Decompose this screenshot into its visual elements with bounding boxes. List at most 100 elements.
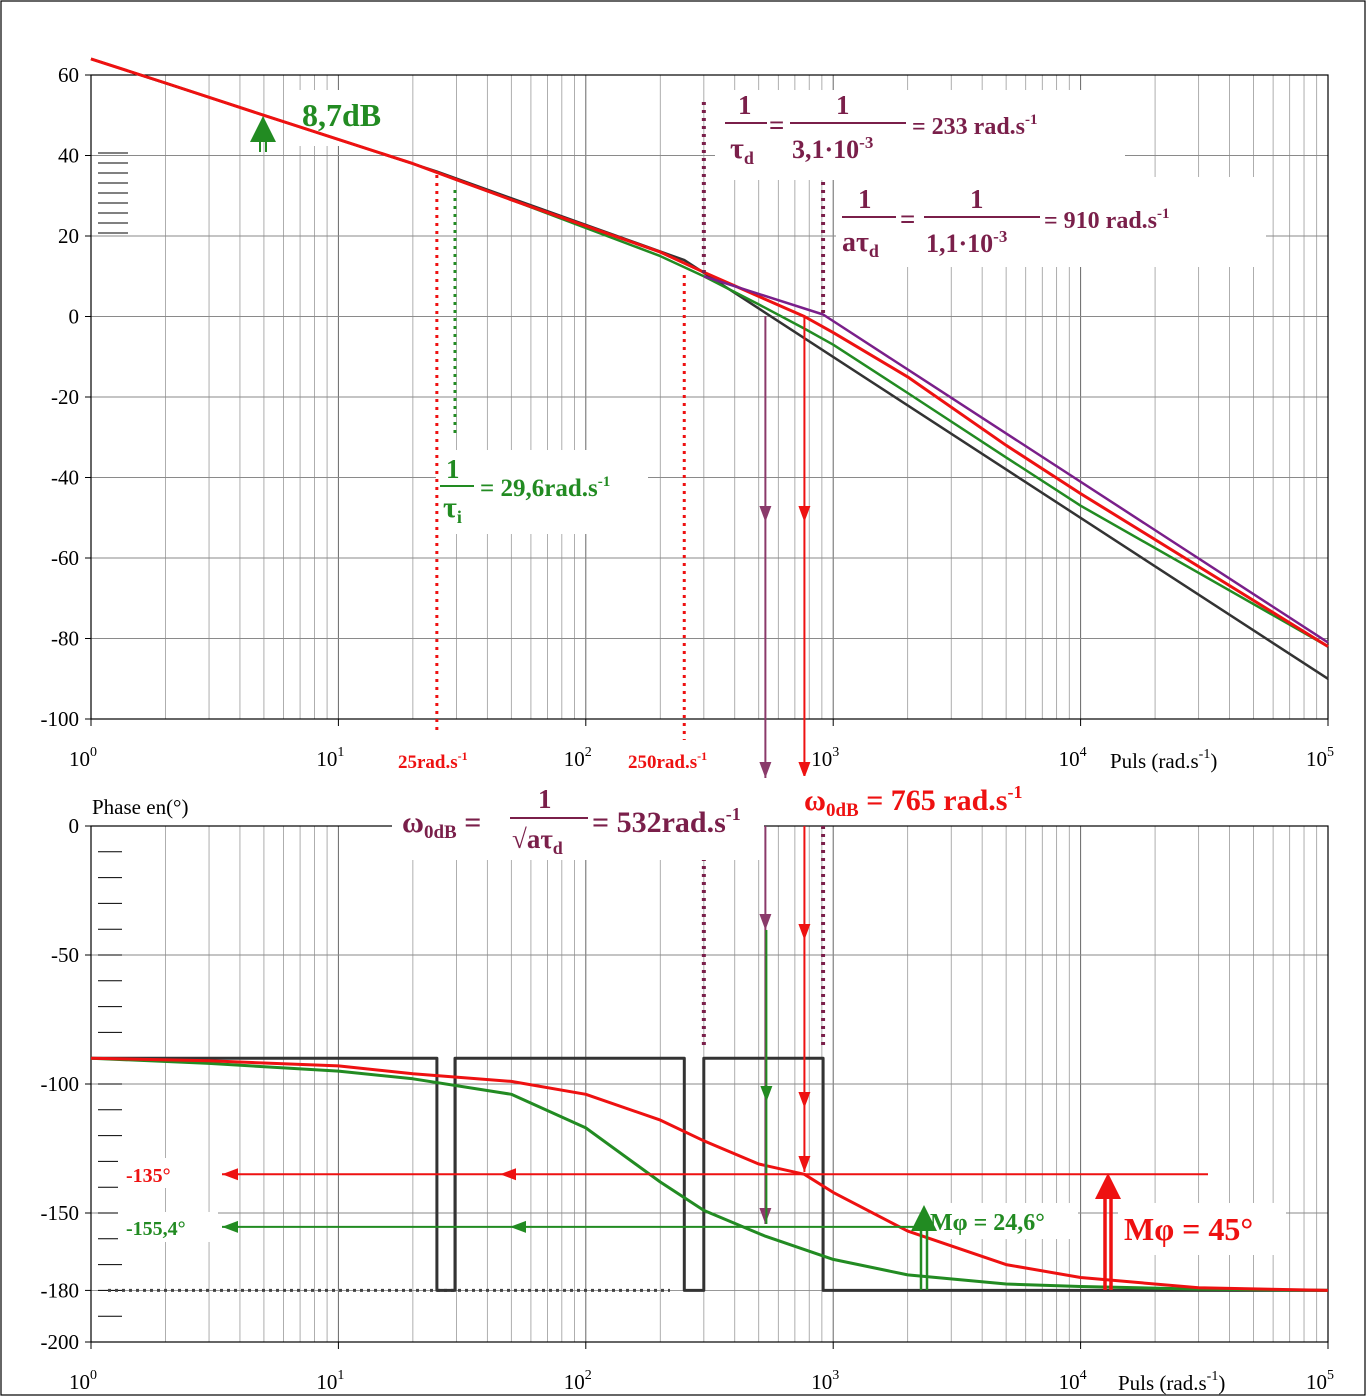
text-span: ω <box>804 784 826 817</box>
phase-y-tick-label: -150 <box>41 1201 80 1225</box>
label-bg <box>118 1212 218 1242</box>
tick-base: 10 <box>316 1370 337 1394</box>
arrow-765-top-head <box>798 506 811 522</box>
label-bg <box>1118 1203 1286 1255</box>
tick-exponent: 5 <box>1327 745 1334 760</box>
tick-exponent: 0 <box>90 1368 97 1383</box>
margin-arrow-green-head <box>911 1205 937 1231</box>
arrow-765-bottom-head <box>798 1156 811 1172</box>
text-span: -1 <box>726 804 741 824</box>
label-bg <box>798 776 1088 820</box>
text-span: Puls (rad.s <box>1118 1371 1207 1395</box>
phase-y-tick-label: -200 <box>41 1330 80 1354</box>
phase-series-2 <box>90 1056 1329 1292</box>
tick-exponent: 5 <box>1327 1368 1334 1383</box>
tick-base: 10 <box>69 1370 90 1394</box>
arrow-765-bottom-head <box>798 1092 811 1108</box>
text-span: ) <box>1210 749 1217 773</box>
text-span: -1 <box>1157 206 1170 222</box>
text-span: = 29,6rad.s <box>480 475 598 502</box>
text-span: -1 <box>1199 747 1211 762</box>
text-span: -1 <box>697 749 707 763</box>
tick-exponent: 4 <box>1080 1368 1087 1383</box>
arrow-minus-155-head <box>510 1220 526 1233</box>
w0db-532-den: √aτd <box>512 824 563 858</box>
corner-25-label: 25rad.s-1 <box>398 749 468 773</box>
text-span: = 765 rad.s <box>859 784 1008 817</box>
a-tau-d-frac-num: 1 <box>970 184 984 214</box>
text-span: √aτ <box>512 824 553 854</box>
gain-y-tick-label: -20 <box>51 385 79 409</box>
gain-y-tick-label: 60 <box>58 63 79 87</box>
a-tau-d-den: aτd <box>842 227 879 261</box>
tick-base: 10 <box>1306 747 1327 771</box>
arrow-765-top-head <box>798 762 811 778</box>
phase-title: Phase en(°) <box>92 795 188 819</box>
arrow-minus-155-head <box>222 1220 238 1233</box>
tick-base: 10 <box>564 747 585 771</box>
margin-red-label: Mφ = 45° <box>1124 1211 1253 1247</box>
label-bg <box>118 1158 206 1188</box>
tau-d-frac-den: 3,1·10-3 <box>792 133 873 164</box>
phase-y-tick-label: 0 <box>69 814 80 838</box>
a-tau-d-frac-den: 1,1·10-3 <box>926 227 1007 258</box>
phase-y-tick-label: -180 <box>41 1278 80 1302</box>
arrow-532-green-head <box>760 1086 773 1102</box>
arrow-532-top-head <box>759 506 772 522</box>
phase-x-tick-label: 102 <box>564 1368 592 1394</box>
phase-x-tick-label: 103 <box>811 1368 839 1394</box>
text-span: = 233 rad.s <box>912 114 1025 140</box>
corner-250-label: 250rad.s-1 <box>628 749 707 773</box>
tick-exponent: 0 <box>90 745 97 760</box>
tick-exponent: 1 <box>337 745 344 760</box>
text-span: 250rad.s <box>628 752 697 773</box>
tau-d-num: 1 <box>738 90 752 120</box>
gain-x-tick-label: 105 <box>1306 745 1334 771</box>
gain-y-tick-label: -40 <box>51 466 79 490</box>
tick-base: 10 <box>811 1370 832 1394</box>
w0db-532-value: = 532rad.s-1 <box>592 804 741 839</box>
label-bg <box>715 90 1125 180</box>
tick-base: 10 <box>564 1370 585 1394</box>
minus-135-label: -135° <box>126 1165 171 1187</box>
text-span: = <box>457 806 482 839</box>
text-span: -3 <box>993 227 1007 246</box>
a-tau-d-value: = 910 rad.s-1 <box>1044 206 1170 234</box>
tau-i-value: = 29,6rad.s-1 <box>480 474 610 502</box>
tick-base: 10 <box>811 747 832 771</box>
gain-series-2 <box>90 57 1329 648</box>
phase-x-tick-label: 104 <box>1059 1368 1087 1394</box>
gain-x-tick-label: 102 <box>564 745 592 771</box>
gain-x-axis-label: Puls (rad.s-1) <box>1110 747 1217 773</box>
text-span: -1 <box>458 749 468 763</box>
tick-exponent: 2 <box>585 745 592 760</box>
gain-y-tick-label: 0 <box>69 305 80 329</box>
phase-series-1 <box>90 1056 1329 1292</box>
gain-x-tick-label: 101 <box>316 745 344 771</box>
gain-x-tick-label: 100 <box>69 745 97 771</box>
tau-d-frac-num: 1 <box>836 90 850 120</box>
text-span: -3 <box>859 133 873 152</box>
gain-shift-label: 8,7dB <box>302 97 381 133</box>
minus-155-label: -155,4° <box>126 1218 186 1240</box>
tick-base: 10 <box>1306 1370 1327 1394</box>
text-span: i <box>457 507 462 527</box>
text-span: d <box>744 148 754 168</box>
text-span: d <box>553 838 563 858</box>
label-bg <box>926 1203 1078 1239</box>
text-span: τ <box>730 132 744 165</box>
text-span: -1 <box>1207 1369 1219 1384</box>
tick-exponent: 1 <box>337 1368 344 1383</box>
tick-base: 10 <box>1059 1370 1080 1394</box>
phase-x-tick-label: 105 <box>1306 1368 1334 1394</box>
text-span: 1,1·10 <box>926 229 993 258</box>
tau-d-den: τd <box>730 132 754 168</box>
gain-shift-arrow-head <box>250 116 276 142</box>
label-bg <box>836 177 1266 267</box>
w0db-532-lhs: ω0dB = <box>402 806 481 843</box>
arrow-532-bottom-violet-head <box>759 914 772 930</box>
w0db-765-label: ω0dB = 765 rad.s-1 <box>804 782 1022 821</box>
tick-exponent: 3 <box>832 1368 839 1383</box>
